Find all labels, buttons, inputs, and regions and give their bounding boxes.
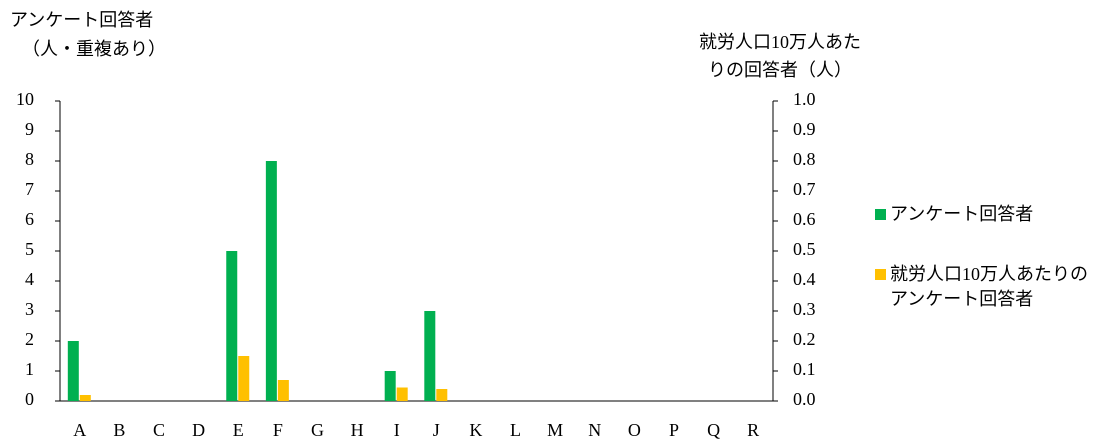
y-tick-label: 4 [25,269,34,289]
x-tick-label: O [628,420,641,440]
x-tick-label: M [547,420,563,440]
y2-axis-title: 就労人口10万人あた [699,32,861,52]
x-tick-label: J [433,420,440,440]
x-tick-label: D [192,420,205,440]
y-tick-label: 2 [25,329,34,349]
bar [226,251,238,401]
y2-axis-title: りの回答者（人） [708,60,852,80]
y-tick-label: 7 [25,179,34,199]
x-tick-label: C [153,420,165,440]
x-tick-label: F [273,420,283,440]
y2-tick-label: 1.0 [793,89,816,109]
y-tick-label: 10 [16,89,34,109]
legend-label: 就労人口10万人あたりのアンケート回答者 [890,264,1088,309]
y2-tick-label: 0.4 [793,269,816,289]
bar [265,161,277,401]
x-tick-label: K [469,420,482,440]
legend-swatch [875,209,886,220]
y2-tick-label: 0.3 [793,299,816,319]
y-axis-title: アンケート回答者 [10,10,153,30]
x-tick-label: G [311,420,324,440]
y2-tick-label: 0.8 [793,149,816,169]
y2-tick-label: 0.2 [793,329,816,349]
x-tick-label: E [233,420,244,440]
bar [67,341,79,401]
y2-tick-label: 0.0 [793,389,816,409]
y2-tick-label: 0.1 [793,359,816,379]
x-tick-label: I [394,420,400,440]
legend-label: アンケート回答者 [890,204,1034,224]
bar [424,311,436,401]
y2-tick-label: 0.6 [793,209,816,229]
y-tick-label: 3 [25,299,34,319]
y-axis-title: （人・重複あり） [22,39,166,59]
x-tick-label: H [351,420,364,440]
bar [79,395,91,401]
y2-tick-label: 0.7 [793,179,816,199]
x-tick-label: A [73,420,86,440]
y2-tick-label: 0.5 [793,239,816,259]
x-tick-label: Q [707,420,720,440]
bar [277,380,289,401]
bar [436,389,448,401]
x-tick-label: B [113,420,125,440]
y-tick-label: 6 [25,209,34,229]
y-tick-label: 5 [25,239,34,259]
x-tick-label: R [747,420,759,440]
y-tick-label: 0 [25,389,34,409]
bar [396,387,408,401]
y-tick-label: 9 [25,119,34,139]
y-tick-label: 8 [25,149,34,169]
bar [238,356,250,401]
x-tick-label: P [669,420,679,440]
x-tick-label: N [588,420,601,440]
bar [384,371,396,401]
legend-swatch [875,269,886,280]
y2-tick-label: 0.9 [793,119,816,139]
x-tick-label: L [510,420,521,440]
y-tick-label: 1 [25,359,34,379]
